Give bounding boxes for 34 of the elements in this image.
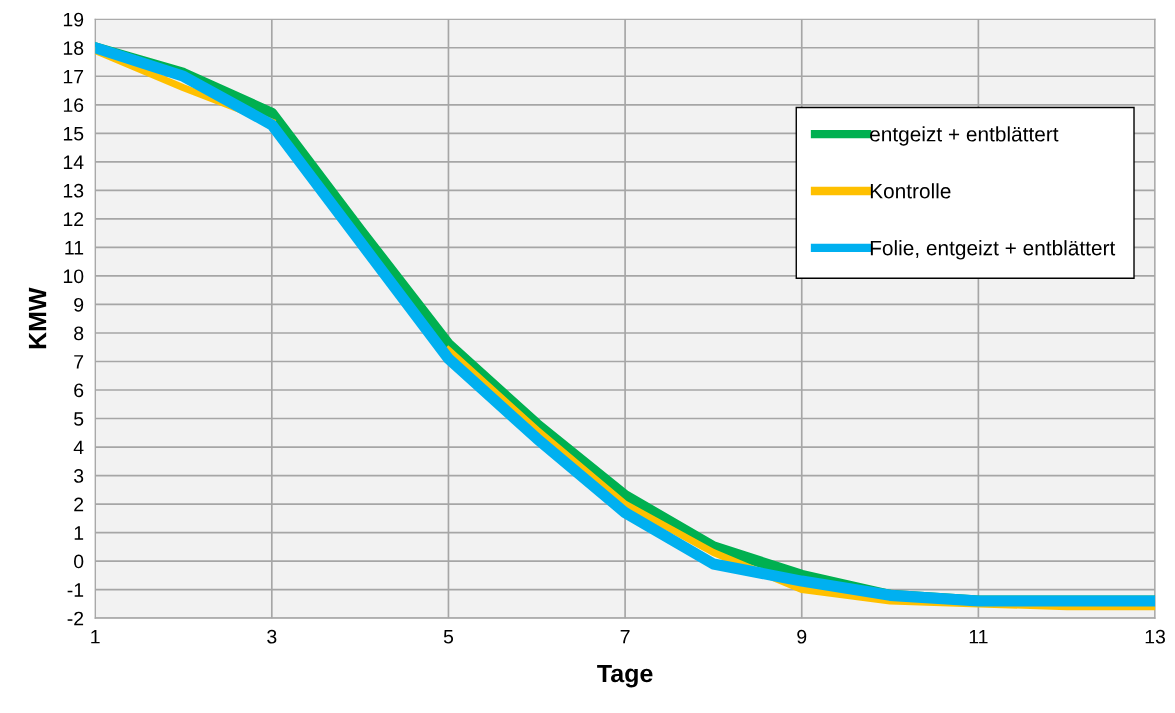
y-tick-label: 19 — [63, 12, 84, 27]
x-tick-label: 3 — [267, 629, 277, 644]
legend-label: Kontrolle — [870, 183, 951, 199]
y-tick-label: 12 — [63, 212, 84, 226]
y-tick-label: 11 — [65, 241, 84, 255]
y-tick-label: 3 — [73, 469, 84, 483]
y-tick-label: 1 — [74, 526, 84, 540]
x-tick-label: 9 — [797, 629, 807, 644]
y-tick-label: 15 — [63, 127, 84, 141]
y-tick-label: 4 — [73, 440, 84, 455]
y-tick-label: 10 — [63, 269, 84, 284]
y-tick-label: 2 — [74, 497, 84, 512]
y-tick-label: 18 — [63, 41, 84, 56]
x-tick-label: 11 — [969, 630, 988, 644]
y-tick-label: 13 — [63, 183, 84, 198]
x-tick-label: 7 — [620, 630, 630, 644]
y-tick-label: 17 — [63, 69, 84, 84]
y-tick-label: 16 — [63, 98, 84, 113]
y-tick-label: -2 — [67, 611, 84, 626]
x-tick-label: 5 — [443, 630, 454, 644]
y-tick-label: -1 — [67, 583, 84, 597]
legend-label: entgeizt + entblättert — [870, 126, 1059, 146]
y-tick-label: 9 — [74, 297, 84, 312]
y-tick-label: 0 — [74, 554, 84, 569]
x-tick-label: 1 — [91, 630, 100, 644]
x-tick-label: 13 — [1145, 629, 1165, 644]
y-tick-label: 8 — [74, 326, 84, 341]
y-tick-label: 14 — [63, 155, 84, 169]
y-tick-label: 5 — [74, 412, 84, 426]
legend-label: Folie, entgeizt + entblättert — [870, 240, 1116, 260]
y-axis-title: KMW — [28, 287, 47, 349]
x-axis-title: Tage — [597, 664, 653, 688]
y-tick-label: 7 — [74, 355, 84, 369]
y-tick-label: 6 — [74, 383, 84, 398]
